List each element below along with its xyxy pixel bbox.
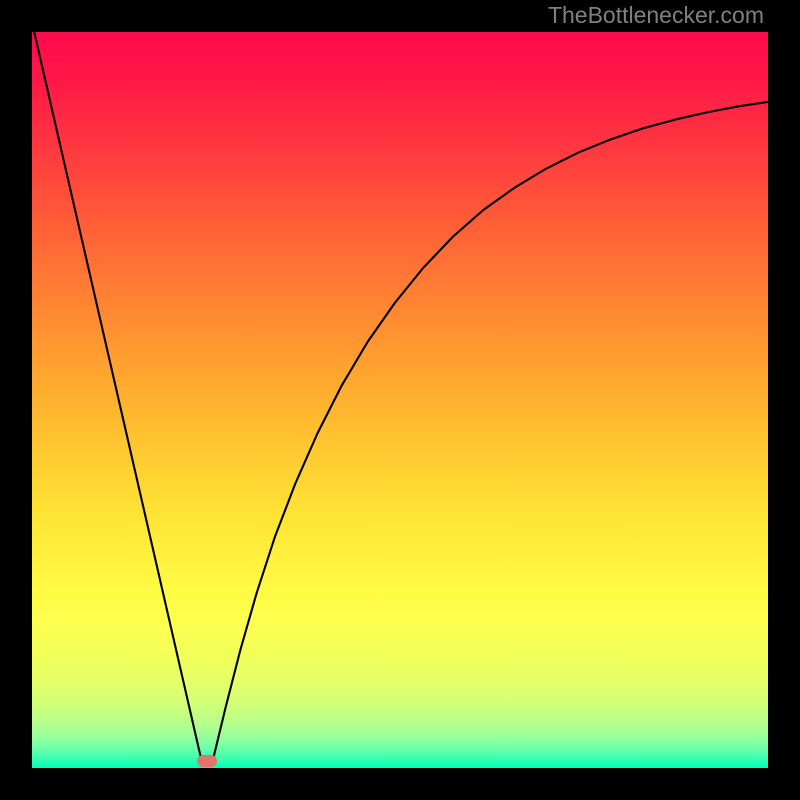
minimum-marker [197, 755, 217, 767]
bottleneck-curve [34, 32, 768, 756]
plot-area [32, 32, 768, 768]
chart-container: TheBottlenecker.com [0, 0, 800, 800]
curve-layer [32, 32, 768, 768]
watermark-text: TheBottlenecker.com [548, 2, 764, 29]
